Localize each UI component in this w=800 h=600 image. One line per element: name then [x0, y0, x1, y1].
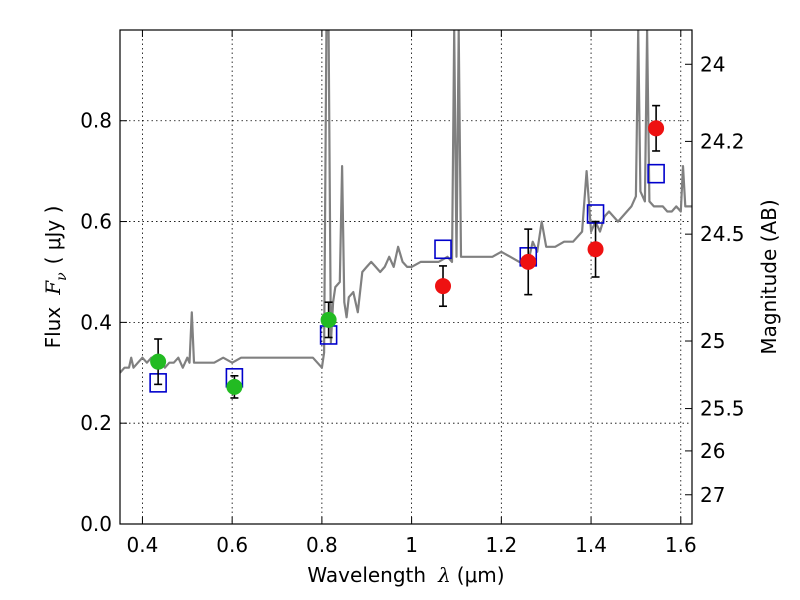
y2-tick-label: 24.2 — [700, 129, 745, 153]
y-tick-label: 0.8 — [80, 109, 112, 133]
x-axis-label: Wavelength λ (μm) — [307, 563, 504, 587]
y2-tick-label: 24 — [700, 52, 725, 76]
observed-point-marker — [320, 311, 337, 328]
y2-axis-label: Magnitude (AB) — [757, 199, 781, 354]
observed-point-marker — [435, 278, 452, 295]
x-tick-label: 1.6 — [665, 533, 697, 557]
plot-area — [120, 30, 692, 399]
model-square-marker — [647, 163, 665, 184]
y2-tick-label: 24.5 — [700, 222, 745, 246]
observed-point-marker — [648, 120, 665, 137]
observed-point-marker — [226, 378, 243, 395]
y-tick-label: 0.2 — [80, 411, 112, 435]
grid — [120, 30, 692, 525]
observed-point-marker — [520, 253, 537, 270]
y-tick-label: 0.4 — [80, 310, 112, 334]
observed-point-marker — [150, 353, 167, 370]
y2-tick-label: 25 — [700, 329, 725, 353]
observed-point-marker — [587, 241, 604, 258]
x-tick-label: 1.4 — [575, 533, 607, 557]
y2-tick-label: 25.5 — [700, 397, 745, 421]
x-tick-label: 0.8 — [306, 533, 338, 557]
x-tick-label: 1.2 — [485, 533, 517, 557]
x-tick-label: 0.6 — [216, 533, 248, 557]
axes-frame — [119, 29, 693, 525]
y-tick-label: 0.0 — [80, 512, 112, 536]
y-axis-label: FluxFν( μJy ) — [41, 206, 70, 349]
model-square-marker — [434, 239, 452, 260]
y2-tick-label: 26 — [700, 439, 725, 463]
x-tick-label: 1 — [405, 533, 418, 557]
spectrum-line — [120, 30, 692, 374]
x-tick-label: 0.4 — [127, 533, 159, 557]
y2-tick-label: 27 — [700, 483, 725, 507]
y-tick-label: 0.6 — [80, 210, 112, 234]
ticks: 0.4 0.6 0.8 1 1.2 1.4 1.6 0.0 0.2 0.4 0.6 0.8 24 24.2… — [80, 30, 745, 557]
